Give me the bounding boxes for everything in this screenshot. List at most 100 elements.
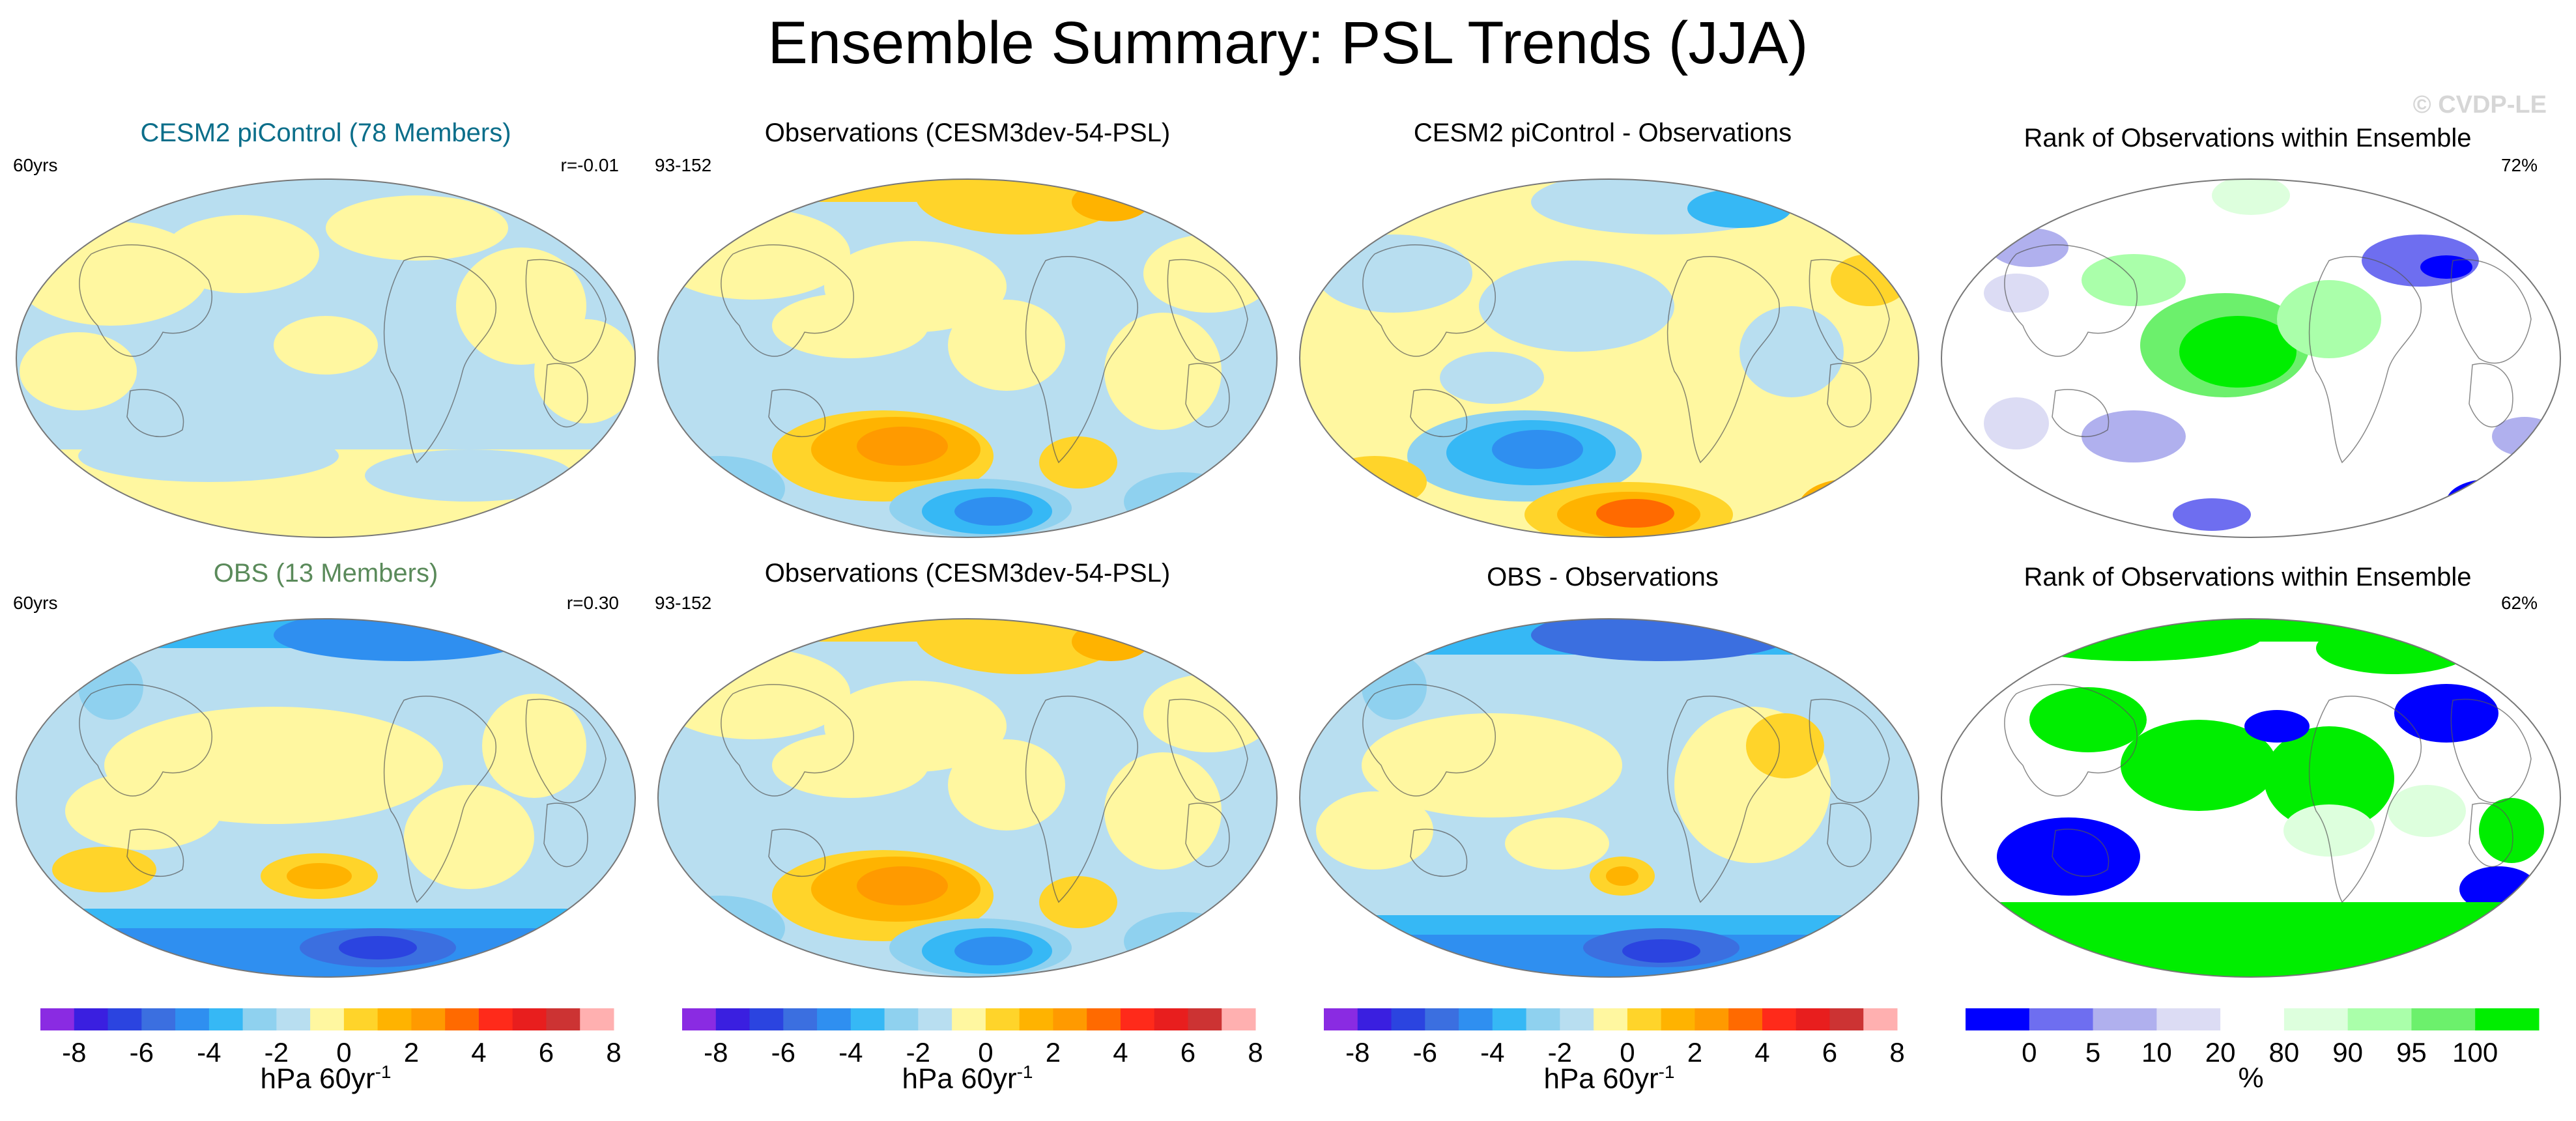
map-border [657,618,1278,978]
colorbar-swatch [1796,1008,1830,1030]
colorbar-tick-label: 100 [2452,1037,2498,1068]
contour-region [1104,313,1222,430]
colorbar-tick-label: 95 [2396,1037,2427,1068]
continent-outline [2469,802,2513,868]
years-label: 60yrs [13,593,58,613]
continent-outline [1362,684,1496,797]
contour-region [2388,785,2466,837]
contour-region [1687,189,1792,228]
colorbar-swatch [1120,1008,1155,1030]
colorbar-swatch [1661,1008,1695,1030]
continent-outline [721,244,854,357]
contour-region [857,427,948,466]
colorbar-swatch [208,1008,244,1030]
contour-region [1531,619,1792,661]
contour-region [1124,912,1241,971]
colorbar-tick-label: 6 [539,1037,554,1068]
colorbar-swatch [2347,1008,2412,1030]
colorbar-tick-label: 0 [2022,1037,2037,1068]
contour-region [365,449,573,502]
contour-region [2316,622,2472,674]
colorbar-swatch [2220,1008,2285,1030]
contour-region [915,179,1124,234]
contour-region [65,772,222,850]
contour-region [1622,939,1700,963]
colorbar-unit-label: hPa 60yr-1 [902,1062,1033,1095]
continent-outline [1025,255,1139,464]
colorbar-swatch [1762,1008,1797,1030]
contour-region [1606,866,1639,886]
colorbar-trend: -8 -6 -4 -2 0 2 4 6 8 [682,1008,1263,1068]
continent-outline [2052,829,2110,877]
rank-summary-label: 62% [2500,593,2538,613]
continent-outline [1667,695,1781,903]
contour-region [1104,752,1222,870]
contour-region [2212,179,2290,215]
colorbar-trend: -8 -6 -4 -2 0 2 4 6 8 [1324,1008,1905,1068]
map-obs-trend [16,618,636,978]
contour-region [287,863,352,889]
continent-outline [2052,389,2110,438]
contour-region [2394,684,2498,743]
contour-region [1362,713,1622,817]
continent-outline [1809,259,1890,364]
colorbar-tick-label: -6 [130,1037,154,1068]
colorbar-swatch [310,1008,345,1030]
map-obs-minus-observations [1299,618,1919,978]
continent-outline [383,695,497,903]
colorbar-swatch [580,1008,614,1030]
continent-outline [1827,802,1872,868]
colorbar-swatch [546,1008,580,1030]
colorbar-swatch [1019,1008,1053,1030]
contour-region [2179,316,2297,388]
map-border [16,178,636,538]
colorbar-swatch [276,1008,311,1030]
contour-region [2479,798,2544,863]
colorbar-tick-label: 2 [1046,1037,1061,1068]
colorbar-swatch [1863,1008,1898,1030]
contour-region [1440,352,1544,404]
continent-outline [126,829,184,877]
colorbar-tick-label: -2 [1548,1037,1572,1068]
continent-outline [768,829,826,877]
contour-region [1984,274,2049,313]
continent-outline [1025,695,1139,903]
contour-region [2446,479,2538,524]
continent-outline [79,244,212,357]
colorbar-swatch [1222,1008,1256,1030]
colorbar-swatch [1154,1008,1188,1030]
colorbar-unit-label: % [2238,1062,2264,1094]
colorbar-swatch [175,1008,210,1030]
continent-outline [721,684,854,797]
colorbar-swatch [1087,1008,1121,1030]
contour-region [1492,430,1583,469]
colorbar-tick-label: -8 [62,1037,86,1068]
colorbar-swatch [783,1008,818,1030]
continent-outline [1410,829,1468,877]
colorbar-swatch [952,1008,986,1030]
colorbar-swatch [918,1008,952,1030]
continent-outline [1185,802,1230,868]
contour-region [534,319,635,423]
colorbar-tick-label: 90 [2332,1037,2363,1068]
colorbar-tick-label: 6 [1822,1037,1837,1068]
colorbar-tick-label: 2 [1687,1037,1702,1068]
contour-region [1039,876,1117,928]
map-cesm2-trend [16,178,636,538]
colorbar-swatch [2156,1008,2221,1030]
colorbar-swatch [74,1008,109,1030]
colorbar-tick-label: 2 [404,1037,419,1068]
contour-region [661,915,752,967]
correlation-label: r=-0.01 [560,155,620,175]
contour-region [1505,817,1609,870]
panel-title: CESM2 piControl (78 Members) [140,119,511,147]
continent-outline [2450,259,2532,364]
colorbar-tick-label: 80 [2269,1037,2300,1068]
colorbar-swatch [1459,1008,1493,1030]
colorbar-tick-label: 20 [2205,1037,2236,1068]
contour-region [2121,720,2277,811]
panel-title: Observations (CESM3dev-54-PSL) [764,119,1171,147]
contour-region [2003,619,2264,661]
colorbar-swatch [1526,1008,1560,1030]
rank-summary-label: 72% [2500,155,2538,175]
